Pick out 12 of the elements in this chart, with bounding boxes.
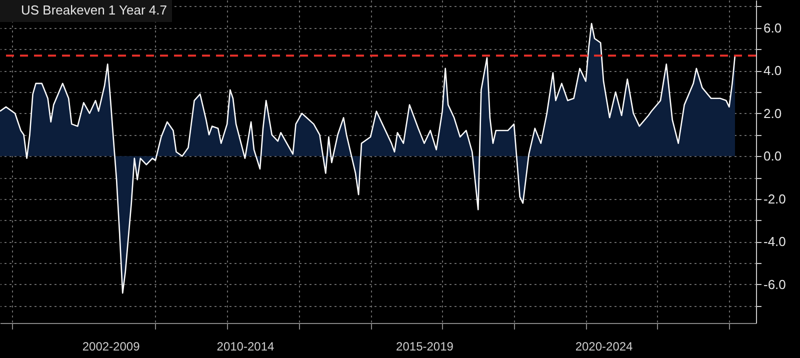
x-tick-label: 2002-2009 (82, 340, 140, 354)
y-tick-label: -2.0 (764, 191, 786, 206)
y-tick-label: -4.0 (764, 234, 786, 250)
x-tick-label: 2020-2024 (575, 340, 634, 354)
x-tick-label: 2015-2019 (396, 340, 454, 354)
y-tick-label: 4.0 (764, 63, 782, 78)
x-tick-label: 2010-2014 (216, 340, 274, 354)
y-tick-label: 0.0 (764, 148, 782, 164)
y-tick-label: 6.0 (764, 20, 782, 36)
y-tick-label: -6.0 (764, 276, 786, 292)
y-tick-label: 2.0 (764, 106, 782, 121)
text: US Breakeven 1 Year 4.7 (21, 2, 167, 18)
